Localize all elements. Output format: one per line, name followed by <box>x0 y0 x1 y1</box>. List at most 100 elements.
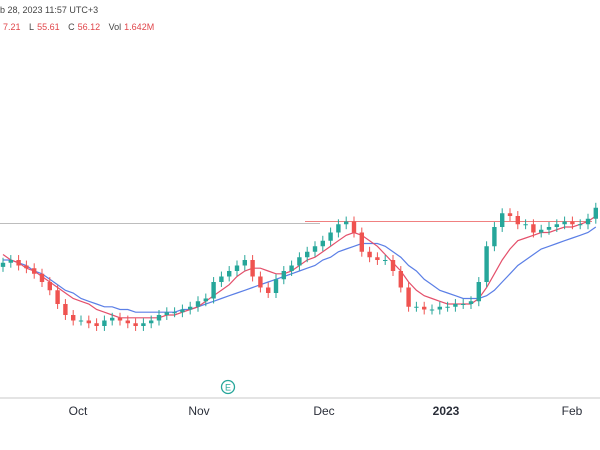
candle <box>328 227 333 246</box>
event-markers[interactable]: E <box>220 379 236 395</box>
candle-body <box>336 224 341 233</box>
candle <box>453 299 458 312</box>
candle-body <box>273 279 279 293</box>
candle-body <box>593 207 598 219</box>
ohlc-value: 1.642M <box>124 22 155 32</box>
candle <box>149 315 154 329</box>
candle <box>94 318 99 331</box>
chart-grid <box>0 221 600 399</box>
candle <box>125 315 130 329</box>
candle <box>71 310 76 326</box>
candle <box>336 219 341 238</box>
candle <box>351 216 357 238</box>
candle <box>289 260 294 276</box>
candle <box>320 235 325 252</box>
time-axis-label: Nov <box>188 404 209 418</box>
candle-body <box>429 309 435 311</box>
candle-body <box>507 213 513 216</box>
candle-body <box>117 317 123 321</box>
candle <box>227 266 232 282</box>
candle <box>359 227 364 257</box>
candle-body <box>367 251 372 258</box>
candle <box>16 255 21 271</box>
candle <box>188 301 193 315</box>
ohlc-readout: 7.21 L 55.61 C 56.12 Vol 1.642M <box>0 22 160 32</box>
candle-body <box>492 227 497 247</box>
candle <box>578 219 583 230</box>
candle-body <box>297 257 302 266</box>
candle-body <box>570 221 575 225</box>
candle-body <box>289 265 294 271</box>
candle <box>484 241 489 287</box>
candle <box>242 255 247 271</box>
candle <box>375 252 380 265</box>
candle-body <box>414 306 419 308</box>
earnings-marker-circle <box>220 379 236 395</box>
candle-body <box>94 323 99 326</box>
candle <box>383 255 388 265</box>
candle <box>39 268 45 287</box>
candle <box>273 274 279 298</box>
date-readout: b 28, 2023 11:57 UTC+3 <box>0 5 99 15</box>
candle <box>500 208 505 232</box>
candle-body <box>390 260 396 271</box>
candle <box>523 219 528 230</box>
candle <box>562 216 567 230</box>
candle <box>305 246 310 263</box>
candle <box>367 246 372 263</box>
candle <box>133 318 138 331</box>
candle-body <box>523 224 528 226</box>
candle <box>461 299 466 309</box>
candle-body <box>211 282 216 299</box>
candle <box>78 315 84 326</box>
candle-body <box>242 260 247 266</box>
candle <box>398 266 403 293</box>
candle <box>546 222 552 235</box>
candle <box>180 304 185 318</box>
candle-body <box>156 315 162 321</box>
candle-body <box>0 262 6 267</box>
candle <box>554 219 559 232</box>
candle-body <box>281 271 286 280</box>
candle-body <box>234 265 240 271</box>
candle-body <box>133 323 138 326</box>
candle <box>507 208 513 221</box>
candle <box>156 310 162 326</box>
time-axis[interactable]: Oct Nov Dec 2023 Feb <box>69 404 583 418</box>
candle-body <box>172 312 177 314</box>
candle-body <box>406 287 411 307</box>
candle-body <box>125 320 130 324</box>
candle-body <box>531 224 536 233</box>
moving-average-slow-line <box>3 226 597 313</box>
candle-body <box>102 320 107 326</box>
candle <box>203 293 208 307</box>
ohlc-key: C <box>68 22 75 32</box>
candle <box>172 307 177 318</box>
candle <box>86 315 91 329</box>
candle-body <box>195 301 201 307</box>
candle-body <box>71 315 76 321</box>
ohlc-value: 7.21 <box>3 22 21 32</box>
candle-body <box>180 309 185 313</box>
earnings-marker[interactable]: E <box>220 379 236 395</box>
candle <box>476 277 481 307</box>
time-axis-label: Oct <box>69 404 88 418</box>
candle <box>539 224 544 238</box>
candle <box>437 301 442 315</box>
ohlc-value: 55.61 <box>37 22 60 32</box>
candle <box>8 255 13 268</box>
candle-body <box>63 304 68 315</box>
candle <box>531 219 536 238</box>
ohlc-value: 56.12 <box>77 22 101 32</box>
candle-body <box>546 227 552 230</box>
candle <box>55 285 60 309</box>
candle-body <box>585 218 591 225</box>
candle <box>344 216 349 230</box>
candle <box>164 307 169 320</box>
candle <box>110 312 115 326</box>
time-axis-label: Feb <box>562 404 583 418</box>
candle <box>234 260 240 276</box>
symbol-info-bar: b 28, 2023 11:57 UTC+3 7.21 L 55.61 C 56.1… <box>0 0 200 34</box>
candle-body <box>398 271 403 288</box>
